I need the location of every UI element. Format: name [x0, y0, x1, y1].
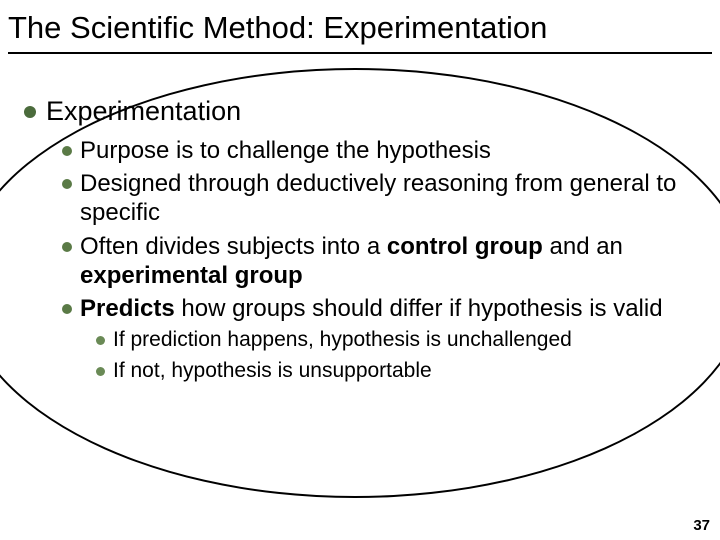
bullet-level2: Often divides subjects into a control gr… [62, 232, 704, 291]
bullet-level2: Predicts how groups should differ if hyp… [62, 294, 704, 323]
text-run: Designed through deductively reasoning f… [80, 170, 676, 226]
slide-title: The Scientific Method: Experimentation [8, 10, 712, 46]
bullet-level3: If not, hypothesis is unsupportable [96, 358, 704, 384]
bullet-level3-text: If not, hypothesis is unsupportable [113, 358, 432, 384]
bullet-icon [62, 146, 72, 156]
content-body: Experimentation Purpose is to challenge … [24, 96, 704, 388]
bullet-level3-text: If prediction happens, hypothesis is unc… [113, 327, 572, 353]
bullet-icon [24, 106, 36, 118]
slide: The Scientific Method: Experimentation E… [0, 0, 720, 540]
bullet-level1: Experimentation [24, 96, 704, 128]
bullet-level2: Purpose is to challenge the hypothesis [62, 136, 704, 165]
bullet-level2-text: Predicts how groups should differ if hyp… [80, 294, 663, 323]
bullet-icon [62, 304, 72, 314]
bullet-level2: Designed through deductively reasoning f… [62, 169, 704, 228]
page-number: 37 [693, 517, 710, 534]
text-run: how groups should differ if hypothesis i… [175, 295, 663, 322]
bullet-level2-text: Often divides subjects into a control gr… [80, 232, 704, 291]
bullet-icon [62, 179, 72, 189]
text-run: Purpose is to challenge the hypothesis [80, 137, 491, 164]
text-run-bold: Predicts [80, 295, 175, 322]
bullet-level1-text: Experimentation [46, 96, 241, 128]
bullet-icon [96, 336, 105, 345]
text-run-bold: control group [387, 233, 543, 260]
title-underline [8, 52, 712, 54]
bullet-icon [96, 367, 105, 376]
text-run-bold: experimental group [80, 262, 303, 289]
bullet-level2-text: Designed through deductively reasoning f… [80, 169, 704, 228]
bullet-icon [62, 242, 72, 252]
title-area: The Scientific Method: Experimentation [0, 0, 720, 46]
text-run: and an [543, 233, 623, 260]
text-run: Often divides subjects into a [80, 233, 387, 260]
bullet-level3: If prediction happens, hypothesis is unc… [96, 327, 704, 353]
bullet-level2-text: Purpose is to challenge the hypothesis [80, 136, 491, 165]
